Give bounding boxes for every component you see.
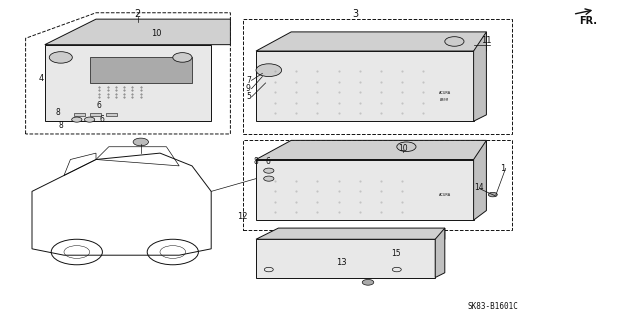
Text: AM/FM: AM/FM xyxy=(440,99,449,102)
Circle shape xyxy=(173,53,192,62)
Text: FR.: FR. xyxy=(579,16,597,26)
Text: 8: 8 xyxy=(58,121,63,130)
Text: 3: 3 xyxy=(352,9,358,19)
Text: 12: 12 xyxy=(237,212,247,221)
Text: 10: 10 xyxy=(398,144,408,152)
Text: 9: 9 xyxy=(246,84,251,93)
Polygon shape xyxy=(256,228,445,239)
FancyBboxPatch shape xyxy=(45,45,211,121)
Circle shape xyxy=(133,138,148,146)
Text: SK83-B1601C: SK83-B1601C xyxy=(467,302,518,311)
Text: 1: 1 xyxy=(500,164,505,173)
Bar xyxy=(74,113,85,116)
Text: 8: 8 xyxy=(253,157,259,166)
Polygon shape xyxy=(256,32,486,51)
Circle shape xyxy=(84,117,95,122)
Circle shape xyxy=(488,192,497,197)
Text: 4: 4 xyxy=(39,74,44,83)
Bar xyxy=(243,19,512,134)
Text: 6: 6 xyxy=(100,115,105,124)
Text: 10: 10 xyxy=(152,29,162,38)
Bar xyxy=(243,140,512,230)
Polygon shape xyxy=(474,32,486,121)
Text: 6: 6 xyxy=(265,157,270,166)
Text: 13: 13 xyxy=(336,258,346,267)
Text: 7: 7 xyxy=(246,76,251,85)
Bar xyxy=(106,113,117,116)
FancyBboxPatch shape xyxy=(256,239,435,278)
Text: 15: 15 xyxy=(390,249,401,258)
Text: 6: 6 xyxy=(97,101,102,110)
Text: 8: 8 xyxy=(55,108,60,117)
Polygon shape xyxy=(435,228,445,278)
Text: 14: 14 xyxy=(474,183,484,192)
Polygon shape xyxy=(45,19,230,45)
Polygon shape xyxy=(474,140,486,220)
FancyBboxPatch shape xyxy=(256,51,474,121)
Circle shape xyxy=(445,37,464,46)
Text: ACURA: ACURA xyxy=(439,91,451,94)
Circle shape xyxy=(72,117,82,122)
Circle shape xyxy=(49,52,72,63)
Bar xyxy=(90,113,101,116)
Circle shape xyxy=(362,279,374,285)
FancyBboxPatch shape xyxy=(256,160,474,220)
Text: 5: 5 xyxy=(246,93,251,101)
Circle shape xyxy=(264,176,274,181)
Bar xyxy=(90,57,192,83)
Text: ACURA: ACURA xyxy=(439,193,451,197)
Text: 2: 2 xyxy=(134,9,141,19)
Circle shape xyxy=(397,142,416,152)
Text: 11: 11 xyxy=(481,36,492,45)
Polygon shape xyxy=(256,140,486,160)
Circle shape xyxy=(256,64,282,77)
Circle shape xyxy=(264,168,274,173)
